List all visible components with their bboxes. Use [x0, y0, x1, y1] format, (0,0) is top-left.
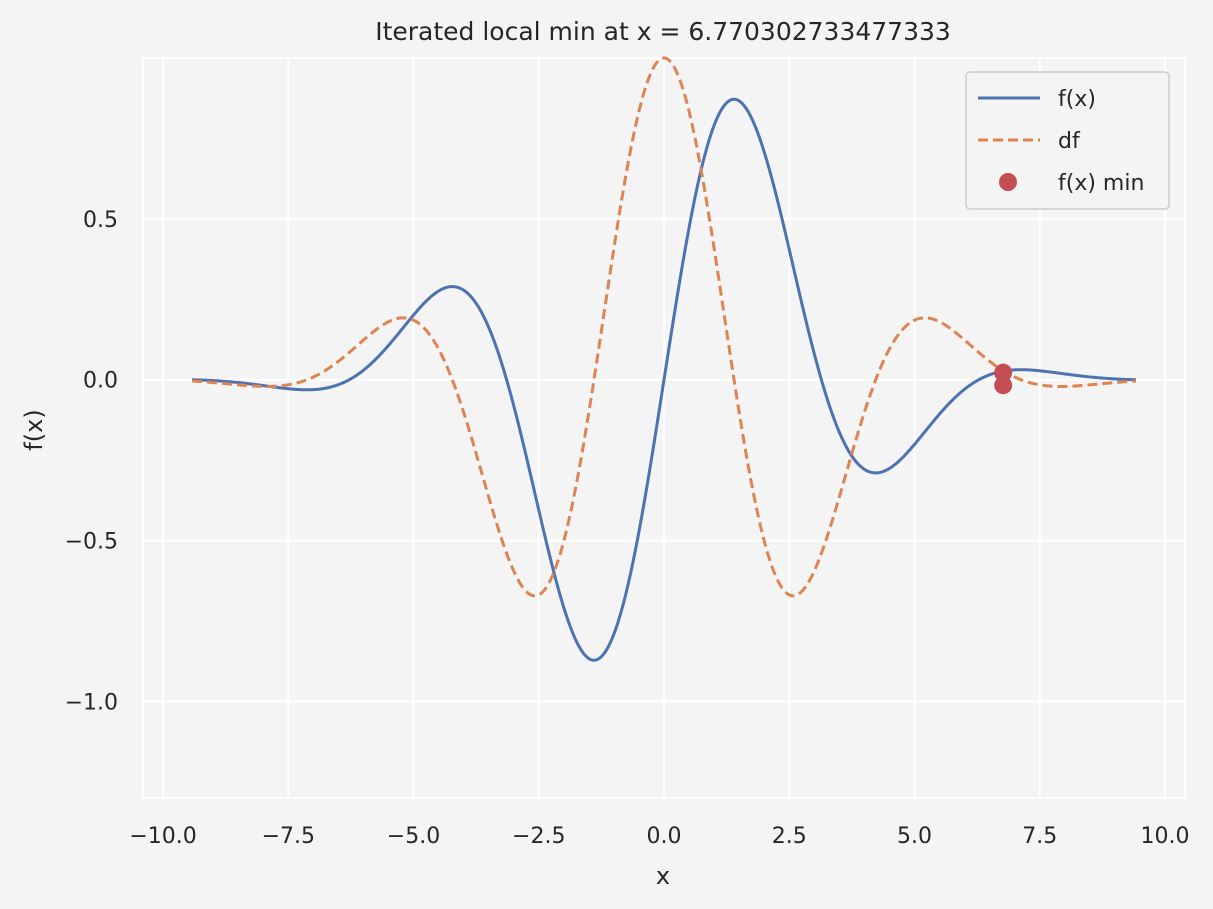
min-marker-point — [994, 376, 1013, 395]
x-tick-label: −2.5 — [512, 824, 565, 849]
series-line-fx — [192, 97, 1136, 662]
x-tick-label: 2.5 — [772, 824, 807, 849]
x-axis-label: x — [656, 862, 670, 890]
legend-label-fx: f(x) — [1058, 87, 1096, 112]
series-line-df — [192, 56, 1136, 598]
legend-label-df: df — [1058, 129, 1081, 154]
x-tick-label: 7.5 — [1022, 824, 1057, 849]
x-tick-label: 10.0 — [1140, 824, 1189, 849]
legend-box — [965, 71, 1170, 210]
x-tick-label: 0.0 — [647, 824, 682, 849]
x-tick-label: −7.5 — [262, 824, 315, 849]
y-tick-label: 0.5 — [83, 208, 118, 233]
legend: f(x) df f(x) min — [965, 71, 1170, 210]
legend-swatch-min — [999, 173, 1017, 191]
legend-label-min: f(x) min — [1058, 171, 1144, 196]
x-tick-label: 5.0 — [897, 824, 932, 849]
y-tick-label: −0.5 — [65, 530, 118, 555]
tick-labels: −10.0 −7.5 −5.0 −2.5 0.0 2.5 5.0 7.5 10.0 −1.0 −0.… — [65, 208, 1190, 849]
series-layer — [192, 56, 1136, 662]
y-tick-label: −1.0 — [65, 690, 118, 715]
min-marker-point — [994, 363, 1013, 382]
chart-title: Iterated local min at x = 6.770302733477… — [375, 17, 951, 46]
y-axis-label: f(x) — [20, 409, 48, 450]
y-tick-label: 0.0 — [83, 369, 118, 394]
x-tick-label: −5.0 — [387, 824, 440, 849]
x-tick-label: −10.0 — [129, 824, 196, 849]
